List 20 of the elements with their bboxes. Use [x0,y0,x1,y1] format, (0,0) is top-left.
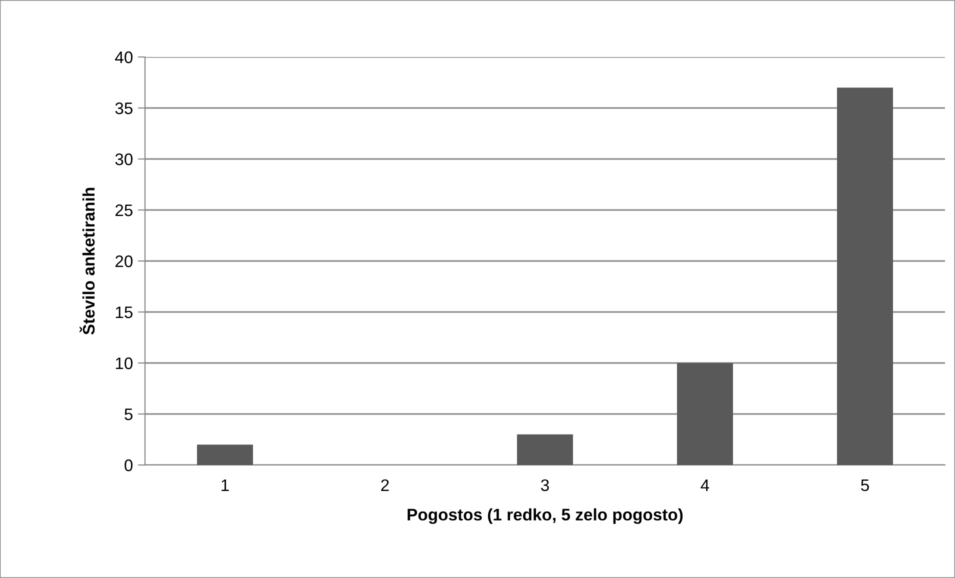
y-tick-label: 0 [124,459,133,472]
y-tick-label: 20 [115,255,133,268]
y-tick-label: 15 [116,306,132,318]
x-tick-label: 3 [541,479,549,492]
x-tick-label: 4 [700,480,710,491]
x-axis-title: Pogostos (1 redko, 5 zelo pogosto) [408,508,683,524]
bar [197,444,253,465]
y-tick-label: 30 [115,153,133,166]
bar [837,88,893,465]
y-tick-label: 40 [115,51,133,64]
x-tick-label: 2 [381,479,389,491]
y-tick-label: 25 [115,204,132,216]
y-tick-label: 35 [115,102,132,114]
y-tick-label: 10 [116,357,133,370]
bar [677,363,733,465]
bar [517,434,573,465]
y-axis-title: Število anketiranih [80,188,95,335]
x-tick-label: 1 [222,480,229,491]
y-tick-label: 5 [124,408,132,420]
x-tick-label: 5 [861,480,869,492]
